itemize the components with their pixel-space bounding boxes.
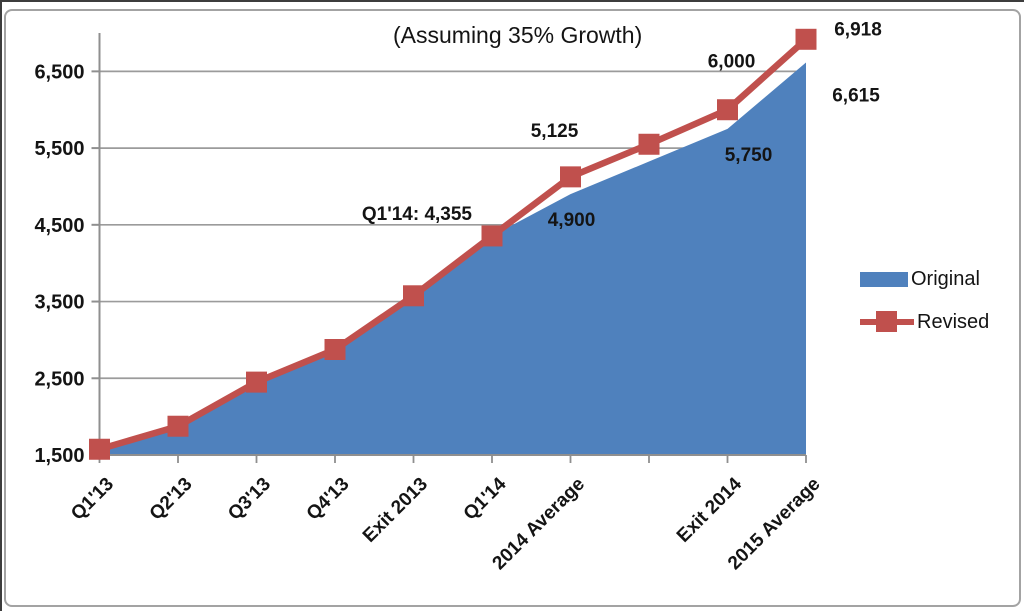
x-axis-label: Q1'14: [460, 473, 511, 524]
data-label: 4,900: [548, 210, 596, 231]
revised-marker: [560, 166, 581, 188]
x-axis-label: Q2'13: [146, 474, 197, 525]
data-label: 6,615: [832, 86, 880, 107]
data-label: 5,750: [725, 145, 773, 166]
legend-item-revised: Revised: [860, 309, 989, 335]
revised-marker: [89, 438, 110, 460]
revised-marker-sample: [876, 311, 897, 332]
revised-marker: [638, 133, 660, 155]
y-axis-tick-label: 5,500: [34, 138, 84, 160]
revised-marker: [403, 285, 424, 307]
y-axis-tick-label: 4,500: [34, 215, 84, 237]
data-label: Q1'14: 4,355: [362, 204, 473, 225]
revised-line-series: [98, 36, 809, 453]
y-axis-tick-label: 3,500: [34, 292, 84, 314]
x-axis-label: Q3'13: [224, 474, 275, 525]
legend: Original Revised: [860, 266, 989, 335]
revised-marker: [795, 28, 817, 50]
revised-marker: [717, 99, 738, 121]
revised-marker: [167, 415, 189, 437]
original-area-swatch-icon: [860, 271, 908, 287]
legend-item-original: Original: [860, 266, 989, 292]
data-label: 6,000: [708, 52, 756, 73]
revised-line-swatch-icon: [860, 311, 914, 333]
y-axis-tick-label: 2,500: [34, 368, 84, 390]
revised-marker: [246, 371, 267, 393]
y-axis-tick-label: 1,500: [34, 445, 84, 467]
x-axis-label: Exit 2013: [359, 474, 432, 547]
x-axis-label: Q4'13: [303, 474, 354, 525]
revised-marker: [481, 225, 503, 247]
data-label: 5,125: [531, 121, 579, 142]
y-axis-tick-label: 6,500: [34, 61, 84, 83]
chart-title: (Assuming 35% Growth): [393, 22, 643, 48]
original-area-series: [99, 62, 806, 455]
data-label: 6,918: [834, 19, 882, 40]
x-axis-label: Q1'13: [67, 474, 118, 525]
revised-marker: [324, 339, 346, 360]
legend-label-revised: Revised: [917, 310, 990, 333]
legend-label-original: Original: [911, 267, 980, 290]
x-axis-label: Exit 2014: [673, 473, 746, 546]
